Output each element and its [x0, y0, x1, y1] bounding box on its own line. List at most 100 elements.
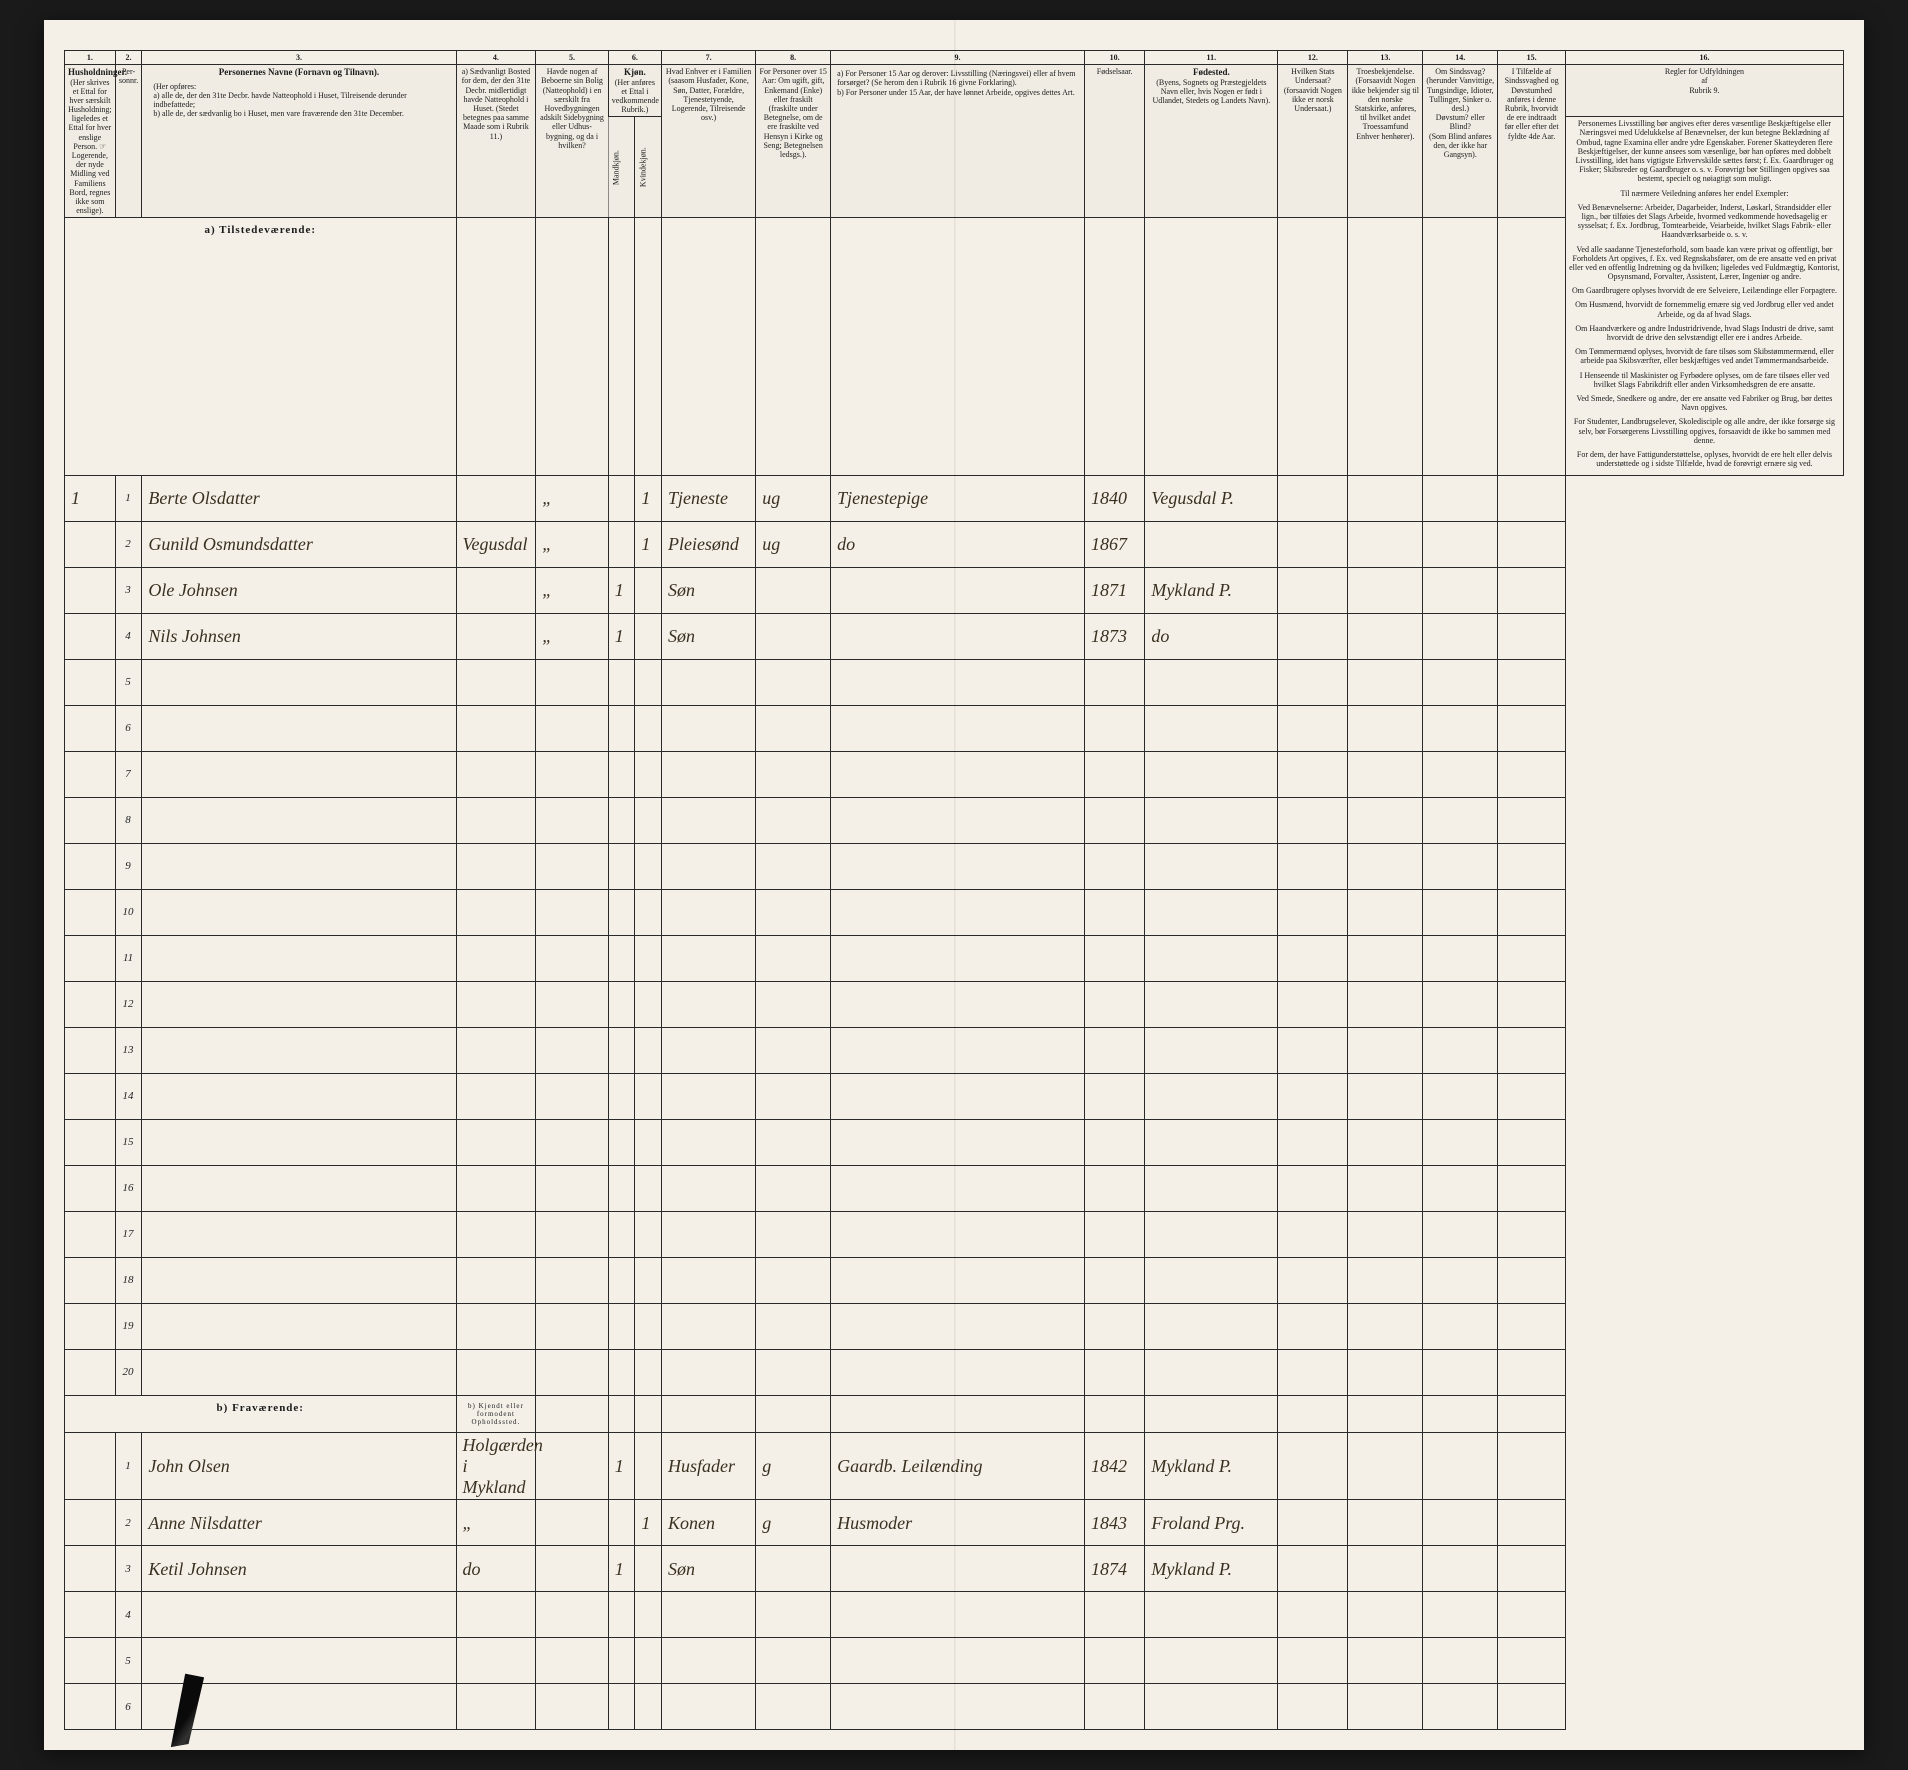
cell	[1278, 982, 1348, 1028]
cell	[456, 1028, 536, 1074]
cell	[456, 890, 536, 936]
cell: 1840	[1084, 476, 1144, 522]
cell	[142, 890, 456, 936]
cell	[661, 752, 755, 798]
cell	[1498, 1684, 1566, 1730]
cell	[1348, 1500, 1423, 1546]
cell	[536, 1258, 609, 1304]
cell	[831, 752, 1085, 798]
cell	[456, 1074, 536, 1120]
table-row: 18	[65, 1258, 1844, 1304]
cell	[635, 1258, 662, 1304]
cell: 7	[115, 752, 142, 798]
table-row: 12	[65, 982, 1844, 1028]
cell	[608, 1212, 635, 1258]
cell	[536, 798, 609, 844]
cell	[635, 1028, 662, 1074]
cell	[1498, 522, 1566, 568]
cell	[536, 706, 609, 752]
cell	[1084, 1350, 1144, 1396]
cell	[536, 1120, 609, 1166]
cell	[65, 798, 116, 844]
cell	[1348, 1258, 1423, 1304]
cell	[65, 890, 116, 936]
table-row: 2Anne Nilsdatter„1KonengHusmoder1843Frol…	[65, 1500, 1844, 1546]
cell	[635, 568, 662, 614]
cell	[756, 706, 831, 752]
cell	[1348, 1638, 1423, 1684]
header-marital: For Personer over 15 Aar: Om ugift, gift…	[756, 65, 831, 218]
cell	[1498, 1120, 1566, 1166]
cell	[661, 1592, 755, 1638]
cell	[831, 936, 1085, 982]
cell	[142, 1166, 456, 1212]
cell	[456, 660, 536, 706]
header-title: Husholdninger.	[68, 67, 112, 77]
cell	[831, 1166, 1085, 1212]
cell	[1278, 1212, 1348, 1258]
header-body: (Byens, Sognets og Præstegjeldets Navn e…	[1148, 78, 1274, 106]
cell	[1145, 522, 1278, 568]
cell	[756, 1350, 831, 1396]
cell	[456, 1350, 536, 1396]
cell: 8	[115, 798, 142, 844]
cell	[1348, 798, 1423, 844]
cell	[456, 1684, 536, 1730]
header-sex: Kjøn. (Her anføres et Ettal i vedkommend…	[608, 65, 661, 117]
cell	[1348, 706, 1423, 752]
col-num: 9.	[831, 51, 1085, 65]
cell: Husmoder	[831, 1500, 1085, 1546]
rules-para: Personernes Livsstilling bør angives eft…	[1569, 119, 1840, 183]
cell	[831, 1258, 1085, 1304]
table-row: 17	[65, 1212, 1844, 1258]
cell	[661, 1120, 755, 1166]
cell	[831, 1212, 1085, 1258]
cell	[756, 752, 831, 798]
cell	[142, 1212, 456, 1258]
cell	[1498, 1350, 1566, 1396]
cell	[608, 1638, 635, 1684]
rules-heading: Regler for Udfyldningen af Rubrik 9.	[1569, 67, 1840, 95]
cell	[831, 568, 1085, 614]
cell	[1423, 1074, 1498, 1120]
cell	[1498, 1500, 1566, 1546]
cell	[1498, 706, 1566, 752]
cell: 1	[608, 568, 635, 614]
cell	[142, 798, 456, 844]
cell	[1498, 1074, 1566, 1120]
cell	[831, 1028, 1085, 1074]
cell	[756, 1212, 831, 1258]
cell	[1348, 1433, 1423, 1500]
cell	[456, 1592, 536, 1638]
cell	[661, 890, 755, 936]
table-row: 2Gunild OsmundsdatterVegusdal„1Pleiesønd…	[65, 522, 1844, 568]
cell	[1423, 1500, 1498, 1546]
section-label: b) Fraværende:	[65, 1396, 457, 1433]
cell	[1084, 1638, 1144, 1684]
cell	[456, 706, 536, 752]
cell	[635, 798, 662, 844]
cell	[65, 1500, 116, 1546]
cell: Gaardb. Leilænding	[831, 1433, 1085, 1500]
rules-para: Ved Smede, Snedkere og andre, der ere an…	[1569, 394, 1840, 412]
col-num: 5.	[536, 51, 609, 65]
cell	[536, 1500, 609, 1546]
cell	[635, 1074, 662, 1120]
cell	[456, 844, 536, 890]
column-number-row: 1. 2. 3. 4. 5. 6. 7. 8. 9. 10. 11. 12. 1…	[65, 51, 1844, 65]
cell	[661, 936, 755, 982]
cell: Tjenestepige	[831, 476, 1085, 522]
cell: „	[536, 522, 609, 568]
table-row: 19	[65, 1304, 1844, 1350]
cell: 6	[115, 706, 142, 752]
rules-para: Om Gaardbrugere oplyses hvorvidt de ere …	[1569, 286, 1840, 295]
cell	[1348, 1074, 1423, 1120]
cell	[65, 1546, 116, 1592]
cell	[65, 1028, 116, 1074]
cell: „	[536, 476, 609, 522]
header-birthplace: Fødested. (Byens, Sognets og Præstegjeld…	[1145, 65, 1278, 218]
cell	[1348, 568, 1423, 614]
cell	[536, 1304, 609, 1350]
cell	[536, 1212, 609, 1258]
cell	[1145, 1684, 1278, 1730]
